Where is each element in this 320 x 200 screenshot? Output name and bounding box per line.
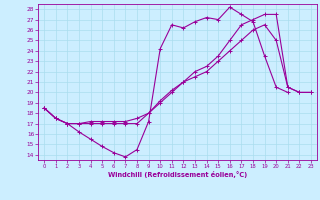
X-axis label: Windchill (Refroidissement éolien,°C): Windchill (Refroidissement éolien,°C) [108, 171, 247, 178]
